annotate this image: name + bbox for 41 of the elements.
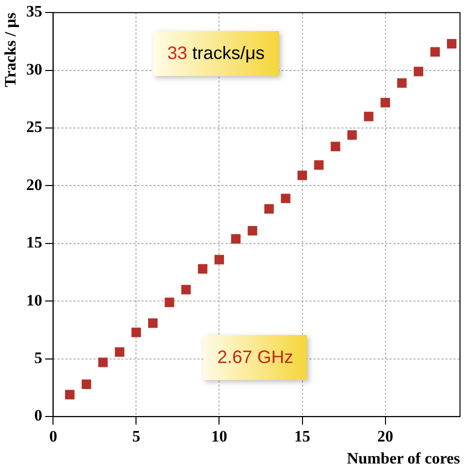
y-tick-label: 20 (26, 176, 42, 194)
point (347, 130, 357, 140)
y-tick-label: 15 (26, 234, 42, 252)
point (214, 254, 224, 264)
point (114, 347, 124, 357)
point (148, 318, 158, 328)
y-tick-label: 30 (26, 61, 42, 78)
x-tick-label: 10 (211, 428, 228, 446)
point (264, 204, 274, 214)
annotation: 2.67 GHz (203, 334, 308, 380)
point (248, 226, 258, 236)
point (430, 47, 440, 57)
annotation: 33 tracks/μs (153, 30, 279, 76)
y-axis-title: Tracks / μs (2, 12, 20, 88)
point (314, 160, 324, 170)
x-tick-label: 0 (49, 428, 58, 446)
point (164, 298, 174, 308)
point (364, 112, 374, 122)
y-tick-label: 10 (26, 292, 42, 310)
point (280, 194, 290, 204)
point (330, 142, 340, 152)
x-tick-label: 20 (377, 428, 394, 446)
point (397, 78, 407, 88)
y-tick-label: 35 (26, 4, 42, 21)
point (98, 358, 108, 368)
x-tick-label: 5 (132, 428, 140, 446)
point (414, 66, 424, 76)
point (446, 39, 456, 49)
x-tick-label: 15 (294, 428, 310, 446)
point (231, 234, 241, 244)
y-tick-label: 25 (26, 119, 42, 136)
point (198, 264, 208, 274)
point (82, 380, 92, 390)
point (65, 390, 75, 400)
point (380, 98, 390, 108)
point (131, 328, 141, 338)
point (298, 170, 308, 180)
y-tick-label: 5 (34, 350, 42, 368)
x-axis-title: Number of cores (346, 450, 460, 468)
y-tick-label: 0 (34, 408, 42, 425)
point (181, 284, 191, 294)
